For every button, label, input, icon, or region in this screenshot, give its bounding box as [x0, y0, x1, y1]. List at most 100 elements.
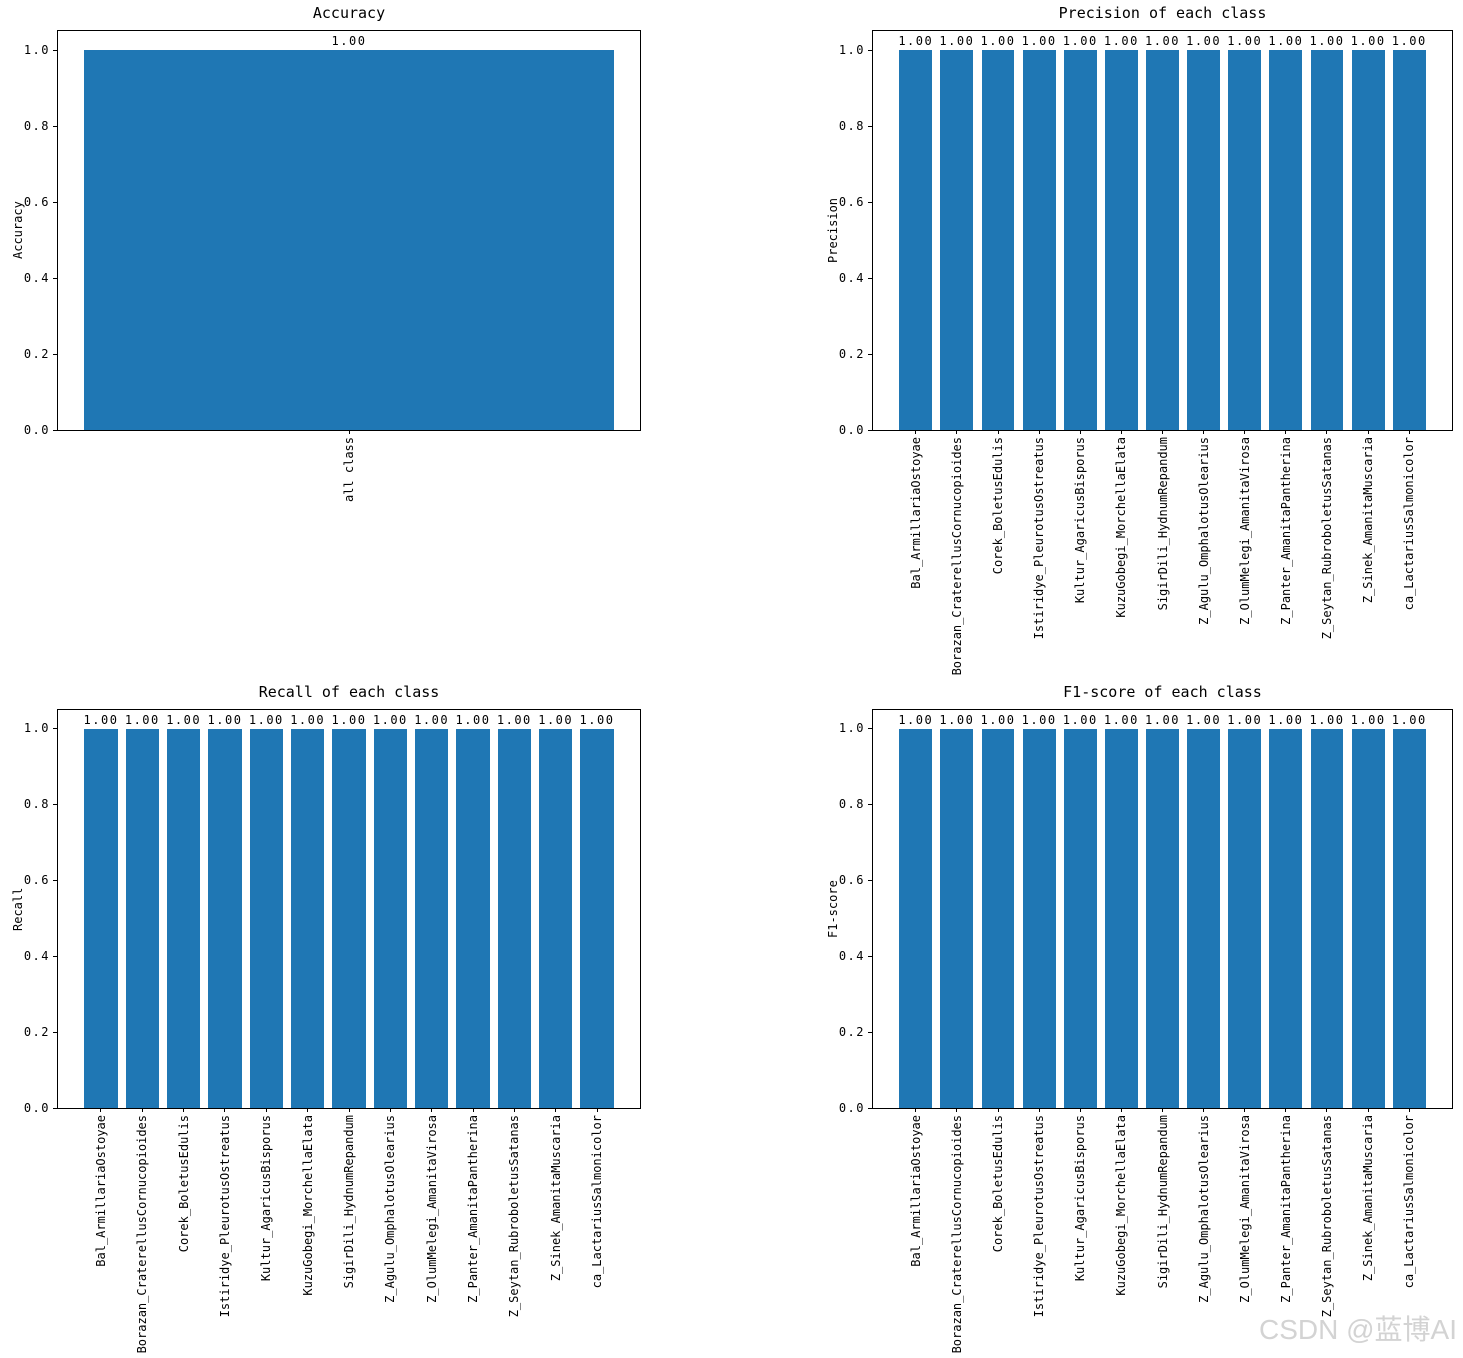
- bar-value-label: 1.00: [1145, 34, 1180, 48]
- x-tick-label: Bal_ArmillariaOstoyae: [908, 1115, 923, 1267]
- y-tick: [53, 277, 57, 279]
- bar-value-label: 1.00: [1268, 34, 1304, 48]
- x-tick-label: ca_LactariusSalmonicolor: [590, 1115, 604, 1289]
- bar-value-label: 1.00: [1062, 34, 1098, 48]
- bar: [208, 728, 242, 1108]
- y-tick: [868, 49, 872, 51]
- bar: [1269, 728, 1303, 1108]
- y-tick: [53, 880, 57, 882]
- x-tick: [1244, 430, 1246, 434]
- x-tick: [997, 430, 999, 434]
- x-tick-label: Corek_BoletusEdulis: [991, 437, 1005, 575]
- x-tick-label: Borazan_CraterellusCornucopioides: [949, 437, 964, 676]
- y-tick-label: 0.6: [23, 194, 50, 209]
- x-tick: [348, 430, 350, 434]
- x-tick: [1079, 1108, 1081, 1112]
- bar: [84, 728, 118, 1108]
- bar: [539, 728, 573, 1108]
- y-tick: [868, 277, 872, 279]
- bar: [981, 50, 1015, 430]
- y-tick: [868, 429, 872, 431]
- y-tick: [53, 1107, 57, 1109]
- y-tick: [868, 1031, 872, 1033]
- bar-value-label: 1.00: [290, 712, 326, 727]
- y-tick-label: 0.8: [838, 797, 865, 812]
- bar-value-label: 1.00: [1021, 712, 1057, 727]
- y-tick: [868, 880, 872, 882]
- bar: [1392, 50, 1426, 430]
- bar: [899, 728, 933, 1108]
- x-tick: [1285, 430, 1287, 434]
- bar-value-label: 1.00: [898, 34, 934, 48]
- bar-value-label: 1.00: [1227, 712, 1263, 727]
- bar: [1187, 50, 1221, 430]
- bar-value-label: 1.00: [939, 712, 975, 727]
- bar-value-label: 1.00: [1062, 712, 1098, 727]
- x-tick-label: Istiridye_PleurotusOstreatus: [1032, 437, 1047, 640]
- y-tick-label: 0.8: [23, 118, 50, 133]
- bar-value-label: 1.00: [898, 712, 934, 727]
- x-tick-label: SigirDili_HydnumRepandum: [1155, 1115, 1170, 1289]
- y-tick-label: 0.6: [838, 194, 865, 209]
- x-tick: [389, 1108, 391, 1112]
- y-tick: [868, 201, 872, 203]
- bar-value-label: 1.00: [331, 34, 367, 48]
- x-tick: [431, 1108, 433, 1112]
- y-tick-label: 0.2: [23, 1024, 50, 1039]
- bar: [84, 50, 614, 430]
- x-tick-label: Z_Seytan_RubroboletusSatanas: [507, 1115, 522, 1318]
- bar: [125, 728, 159, 1108]
- x-tick: [183, 1108, 185, 1112]
- x-tick: [513, 1108, 515, 1112]
- bar: [981, 728, 1015, 1108]
- bar: [580, 728, 614, 1108]
- bar: [1310, 50, 1344, 430]
- x-tick-label: Istiridye_PleurotusOstreatus: [217, 1115, 232, 1318]
- x-tick: [956, 1108, 958, 1112]
- x-tick-label: Z_Agulu_OmphalotusOlearius: [383, 1115, 398, 1303]
- y-tick: [53, 804, 57, 806]
- f1-score-chart: F1-score of each class F1-score 0.0 0.2 0.…: [826, 683, 1453, 1353]
- bar-value-label: 1.00: [939, 34, 975, 48]
- recall-chart: Recall of each class Recall 0.0 0.2 0.4 0.6…: [11, 683, 641, 1353]
- y-tick: [868, 728, 872, 730]
- x-tick-label: Bal_ArmillariaOstoyae: [93, 1115, 108, 1267]
- chart-title: Recall of each class: [258, 683, 440, 701]
- bar-value-label: 1.00: [414, 712, 450, 727]
- bar: [167, 728, 201, 1108]
- x-tick: [472, 1108, 474, 1112]
- x-tick: [1408, 1108, 1410, 1112]
- bar-value-label: 1.00: [1103, 34, 1139, 48]
- chart-title: F1-score of each class: [1063, 683, 1262, 701]
- bar-value-label: 1.00: [248, 712, 284, 727]
- bar-value-label: 1.00: [496, 712, 532, 727]
- x-tick-label: Kultur_AgaricusBisporus: [1073, 437, 1088, 604]
- bar: [249, 728, 283, 1108]
- bar-value-label: 1.00: [455, 712, 491, 727]
- x-tick-label: Z_Panter_AmanitaPantherina: [1278, 437, 1293, 625]
- bar: [332, 728, 366, 1108]
- x-tick: [348, 1108, 350, 1112]
- x-tick-label: Z_OlumMelegi_AmanitaVirosa: [1237, 437, 1252, 625]
- x-tick: [1120, 1108, 1122, 1112]
- bar-value-label: 1.00: [1268, 712, 1304, 727]
- y-tick: [53, 1031, 57, 1033]
- x-tick-label: Z_Sinek_AmanitaMuscaria: [1361, 1115, 1376, 1282]
- y-tick-label: 0.4: [23, 270, 50, 285]
- y-tick: [53, 201, 57, 203]
- x-tick-label: Borazan_CraterellusCornucopioides: [949, 1115, 964, 1354]
- bar: [1063, 50, 1097, 430]
- bar: [1269, 50, 1303, 430]
- bar-value-label: 1.00: [1350, 712, 1386, 727]
- x-tick-label: Z_Seytan_RubroboletusSatanas: [1319, 437, 1334, 640]
- y-tick: [53, 955, 57, 957]
- y-tick-label: 0.0: [23, 422, 50, 437]
- y-tick-label: 0.0: [838, 422, 865, 437]
- chart-title: Precision of each class: [1058, 4, 1267, 22]
- bar: [1310, 728, 1344, 1108]
- x-tick-label: Z_Agulu_OmphalotusOlearius: [1196, 1115, 1211, 1303]
- x-tick: [1079, 430, 1081, 434]
- bar-value-label: 1.00: [980, 34, 1016, 48]
- x-tick-label: Z_OlumMelegi_AmanitaVirosa: [1237, 1115, 1252, 1303]
